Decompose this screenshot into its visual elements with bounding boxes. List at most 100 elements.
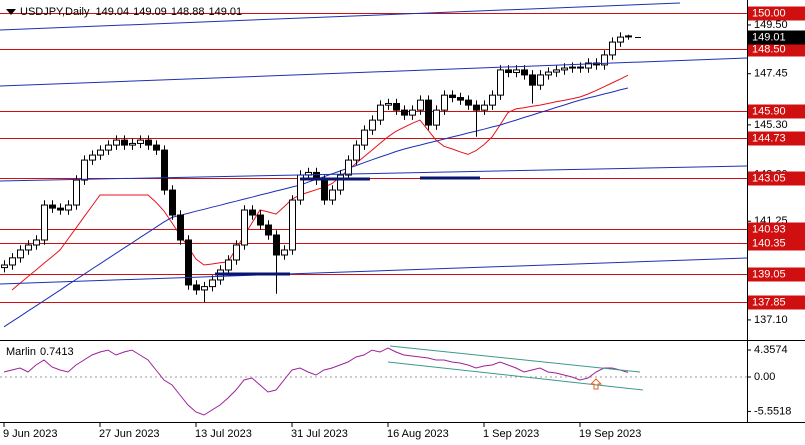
price-label: 149.01: [752, 31, 786, 43]
candle-body: [233, 244, 240, 261]
indicator-channel: [387, 345, 644, 391]
indicator-line: [3, 347, 629, 416]
y-tick-label: 147.45: [754, 68, 788, 80]
candle-body: [401, 109, 408, 116]
x-tick-label: 27 Jun 2023: [99, 428, 160, 440]
candle-body: [225, 259, 232, 271]
level-box: [748, 295, 805, 310]
level-box: [748, 104, 805, 119]
candle-body: [289, 199, 296, 251]
y-tick-label: 4.3574: [754, 344, 788, 356]
candle-body: [537, 74, 544, 86]
candle-body: [393, 102, 400, 111]
candle-body: [113, 139, 120, 146]
trend-line: [0, 165, 748, 182]
y-tick-label: 137.10: [754, 314, 788, 326]
y-tick-label: -5.5518: [754, 405, 791, 417]
candle-body: [161, 149, 168, 191]
level-box: [748, 171, 805, 186]
candle-body: [185, 239, 192, 286]
menu-triangle: [6, 9, 16, 15]
candle-body: [9, 257, 16, 266]
x-tick-label: 9 Jun 2023: [3, 428, 57, 440]
candle-body: [337, 174, 344, 191]
candle-body: [89, 154, 96, 161]
candle-body: [73, 179, 80, 206]
level-label: 140.93: [752, 223, 786, 235]
candle-body: [617, 36, 624, 43]
candle-body: [65, 204, 72, 211]
candle-body: [497, 69, 504, 96]
candle-body: [145, 139, 152, 146]
candle-body: [281, 249, 288, 256]
candle-body: [169, 189, 176, 216]
candle-body: [513, 69, 520, 74]
candle-body: [449, 94, 456, 99]
candle-body: [345, 159, 352, 176]
candle-body: [129, 142, 136, 146]
candle-body: [441, 94, 448, 111]
indicator-name: Marlin: [6, 346, 36, 358]
y-tick-label: 149.50: [754, 19, 788, 31]
candle-body: [177, 214, 184, 241]
price-box: [748, 30, 805, 45]
level-label: 148.50: [752, 43, 786, 55]
level-box: [748, 236, 805, 251]
candle-body: [137, 139, 144, 144]
moving-average: [11, 74, 629, 291]
level-label: 150.00: [752, 7, 786, 19]
candle-body: [561, 67, 568, 71]
candle-body: [385, 102, 392, 106]
candle-body: [153, 144, 160, 151]
ohlc-low: 148.88: [171, 6, 205, 18]
candle-body: [609, 41, 616, 56]
candle-body: [529, 74, 536, 86]
channel-line: [387, 361, 644, 391]
candle-body: [249, 209, 256, 216]
candle-body: [481, 104, 488, 111]
candle-body: [273, 234, 280, 256]
chart-layers: 149.50147.45145.30143.20141.25137.10150.…: [0, 6, 805, 440]
candle-body: [585, 62, 592, 69]
ohlc-close: 149.01: [208, 6, 242, 18]
candle-body: [201, 286, 208, 291]
candle-body: [33, 239, 40, 246]
candle-body: [353, 144, 360, 161]
candle-body: [377, 104, 384, 121]
x-tick-label: 19 Sep 2023: [579, 428, 641, 440]
level-box: [748, 42, 805, 57]
x-tick-label: 13 Jul 2023: [195, 428, 252, 440]
level-label: 144.73: [752, 132, 786, 144]
candle-body: [257, 214, 264, 226]
indicator-value: 0.7413: [40, 346, 74, 358]
candle-body: [41, 204, 48, 241]
candle-body: [577, 66, 584, 69]
indicator-title: Marlin 0.7413: [6, 346, 74, 358]
trend-line: [0, 2, 681, 31]
candle-body: [369, 119, 376, 131]
candle-body: [457, 97, 464, 101]
level-box: [748, 267, 805, 282]
candle-body: [81, 159, 88, 181]
level-box: [748, 222, 805, 237]
ohlc-open: 149.04: [96, 6, 130, 18]
candle-body: [417, 99, 424, 111]
candle-body: [97, 149, 104, 156]
candle-body: [601, 54, 608, 66]
candle-body: [473, 104, 480, 111]
candle-body: [105, 144, 112, 151]
candle-body: [433, 109, 440, 126]
trend-lines: [0, 2, 748, 285]
signal-arrow: [589, 378, 603, 390]
level-box: [748, 131, 805, 146]
candle-body: [361, 129, 368, 146]
level-label: 137.85: [752, 296, 786, 308]
candle-body: [241, 209, 248, 246]
candle-body: [569, 66, 576, 69]
candle-body: [329, 189, 336, 201]
candle-body: [409, 109, 416, 116]
candle-body: [521, 69, 528, 76]
chart-title: USDJPY,Daily 149.04 149.09 148.88 149.01: [20, 6, 242, 18]
level-box: [748, 6, 805, 21]
